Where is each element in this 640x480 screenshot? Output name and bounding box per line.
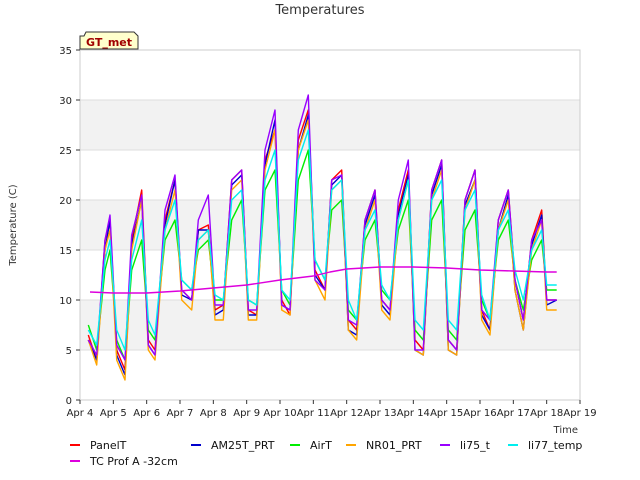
site-badge-label: GT_met <box>86 36 132 49</box>
legend-label: TC Prof A -32cm <box>89 455 178 468</box>
x-tick-label: Apr 7 <box>167 408 194 419</box>
x-axis-ticks: Apr 4 Apr 5 Apr 6 Apr 7 Apr 8 Apr 9 Apr 10 Apr … <box>67 400 597 419</box>
background-band <box>80 100 580 150</box>
y-axis-label: Temperature (C) <box>8 184 19 266</box>
legend-label: PanelT <box>90 439 127 452</box>
x-tick-label: Apr 18 <box>530 408 563 419</box>
plot-frame <box>79 49 581 401</box>
series-line-tc-prof-a-32cm <box>89 266 557 294</box>
series-line-li77-temp <box>87 129 557 351</box>
x-tick-label: Apr 5 <box>100 408 127 419</box>
x-tick-label: Apr 4 <box>67 408 94 419</box>
legend-label: li77_temp <box>528 439 582 452</box>
legend: PanelT AM25T_PRT AirT NR01_PRT li75_t li77_te… <box>70 439 582 468</box>
x-tick-label: Apr 9 <box>233 408 260 419</box>
y-tick-label: 30 <box>59 96 72 107</box>
x-tick-label: Apr 8 <box>200 408 227 419</box>
site-badge: GT_met <box>79 31 139 50</box>
x-tick-label: Apr 19 <box>563 408 596 419</box>
legend-label: li75_t <box>460 439 491 452</box>
y-tick-label: 5 <box>66 346 72 357</box>
x-tick-label: Apr 16 <box>463 408 496 419</box>
y-tick-label: 0 <box>66 396 72 407</box>
site-badge-box <box>79 31 139 50</box>
x-tick-label: Apr 14 <box>397 408 430 419</box>
series-lines <box>87 94 558 381</box>
legend-label: AirT <box>310 439 332 452</box>
y-tick-label: 15 <box>59 246 72 257</box>
legend-label: AM25T_PRT <box>211 439 275 452</box>
legend-label: NR01_PRT <box>366 439 422 452</box>
x-tick-label: Apr 12 <box>330 408 363 419</box>
y-tick-label: 25 <box>59 146 72 157</box>
y-axis-ticks: 0 5 10 15 20 25 30 35 <box>59 46 80 407</box>
x-axis-label: Time <box>553 425 578 436</box>
x-tick-label: Apr 13 <box>363 408 396 419</box>
y-tick-label: 20 <box>59 196 72 207</box>
x-tick-label: Apr 15 <box>430 408 463 419</box>
x-tick-label: Apr 11 <box>297 408 330 419</box>
x-tick-label: Apr 17 <box>497 408 530 419</box>
chart-title: Temperatures <box>274 3 364 18</box>
x-tick-label: Apr 6 <box>133 408 160 419</box>
x-tick-label: Apr 10 <box>263 408 296 419</box>
y-tick-label: 35 <box>59 46 72 57</box>
y-tick-label: 10 <box>59 296 72 307</box>
background-band <box>80 300 580 350</box>
